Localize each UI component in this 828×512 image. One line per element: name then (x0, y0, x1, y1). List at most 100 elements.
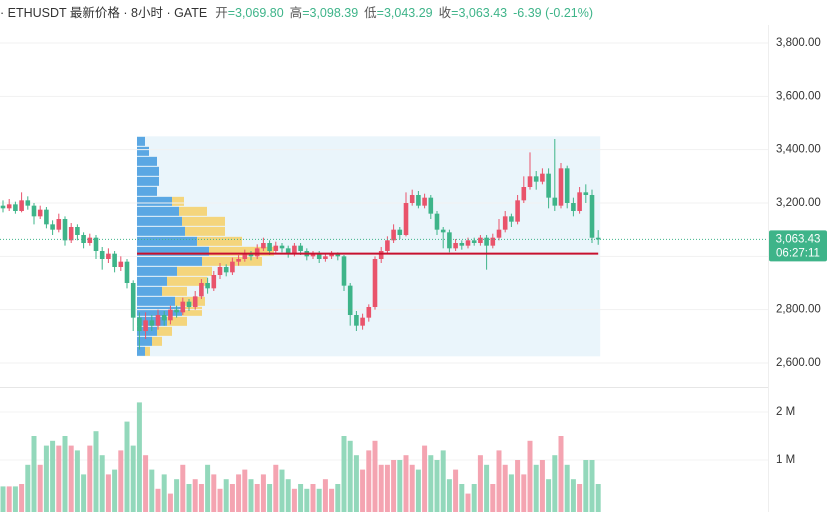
candle-body (292, 245, 297, 254)
last-price-label: 3,063.43 (776, 233, 821, 245)
candles (0, 139, 768, 350)
profile-up-bar (137, 166, 159, 176)
candle-body (397, 229, 403, 235)
grid (0, 42, 768, 461)
candle-body (137, 317, 142, 331)
profile-down-bar (209, 246, 274, 256)
profile-up-bar (137, 206, 179, 216)
volume-bar (546, 479, 552, 512)
volume-bar (422, 445, 428, 512)
candle-body (533, 176, 539, 182)
candle-body (50, 224, 55, 230)
volume-bar (211, 474, 217, 512)
ohlc-value: =3,069.80 (228, 6, 284, 20)
volume-bar (471, 484, 477, 512)
volume-bar (372, 440, 378, 512)
profile-down-bar (177, 266, 212, 276)
volume-bar (217, 488, 223, 512)
candle-body (391, 229, 396, 241)
candle-body (378, 251, 384, 259)
profile-down-bar (167, 276, 207, 286)
volume-bar (273, 464, 279, 512)
volume-bar (167, 493, 173, 512)
volume-tick-label: 2 M (776, 406, 795, 418)
candle-body (564, 168, 570, 203)
candle-body (37, 209, 43, 217)
candle-body (583, 192, 589, 195)
candle-body (298, 245, 303, 251)
candle-body (186, 301, 192, 307)
profile-up-bar (137, 176, 159, 186)
ohlc-value: =3,098.39 (302, 6, 358, 20)
volume-bar (6, 486, 12, 512)
candle-body (56, 219, 62, 230)
candle-body (161, 315, 167, 321)
volume-bar (180, 464, 186, 512)
candle-body (546, 173, 551, 198)
candle-body (242, 253, 248, 259)
volume-bar (0, 486, 6, 512)
candle-body (199, 283, 204, 297)
volume-bar (558, 436, 564, 512)
volume-profile (137, 136, 601, 357)
candle-body (62, 219, 68, 241)
volume-bar (62, 436, 68, 512)
ohlc-value: =3,043.29 (377, 6, 433, 20)
volume-bar (434, 460, 440, 512)
candle-body (515, 200, 520, 222)
candle-body (285, 248, 291, 254)
profile-down-bar (167, 316, 187, 326)
candle-body (409, 195, 415, 203)
candle-body (68, 227, 74, 241)
candle-body (329, 253, 334, 257)
candle-body (385, 240, 390, 251)
candle-body (416, 195, 421, 206)
candle-body (75, 227, 80, 235)
volume-bar (521, 474, 527, 512)
volume-bar (453, 469, 459, 512)
volume-bar (403, 455, 409, 512)
volume-bar (397, 460, 403, 512)
volume-bar (496, 450, 502, 512)
profile-up-bar (137, 326, 157, 336)
volume-bar (105, 474, 111, 512)
candle-body (279, 245, 285, 249)
volume-bar (192, 479, 198, 512)
volume-bar (186, 484, 192, 512)
countdown: 06:27:11 (776, 247, 820, 259)
volume-bar (12, 486, 18, 512)
profile-up-bar (137, 136, 145, 146)
candle-body (106, 253, 111, 259)
volume-bar (570, 479, 576, 512)
candle-body (254, 248, 260, 257)
volume-bar (329, 488, 335, 512)
candle-body (155, 315, 161, 326)
candle-body (422, 197, 427, 206)
volume-bar (384, 464, 390, 512)
profile-up-bar (137, 336, 152, 346)
candle-body (465, 240, 471, 246)
volume-bar (285, 479, 291, 512)
candle-body (267, 243, 272, 251)
volume-tick-label: 1 M (776, 454, 795, 466)
profile-up-bar (137, 256, 202, 266)
candle-body (354, 315, 359, 326)
volume-bar (539, 460, 545, 512)
volume-bar (446, 479, 452, 512)
volume-bar (93, 431, 99, 512)
volume-bar (533, 464, 539, 512)
profile-up-bar (137, 266, 177, 276)
volume-bar (31, 436, 37, 512)
profile-up-bar (137, 246, 209, 256)
candle-body (347, 285, 353, 315)
volume-bar (459, 484, 465, 512)
last-price-tag (769, 230, 827, 262)
volume-bar (161, 474, 167, 512)
candle-body (552, 197, 558, 206)
volume-bar (229, 484, 235, 512)
change: -6.39 (-0.21%) (513, 6, 593, 20)
candle-body (323, 256, 328, 259)
candle-body (223, 267, 229, 273)
volume-bar (267, 484, 273, 512)
